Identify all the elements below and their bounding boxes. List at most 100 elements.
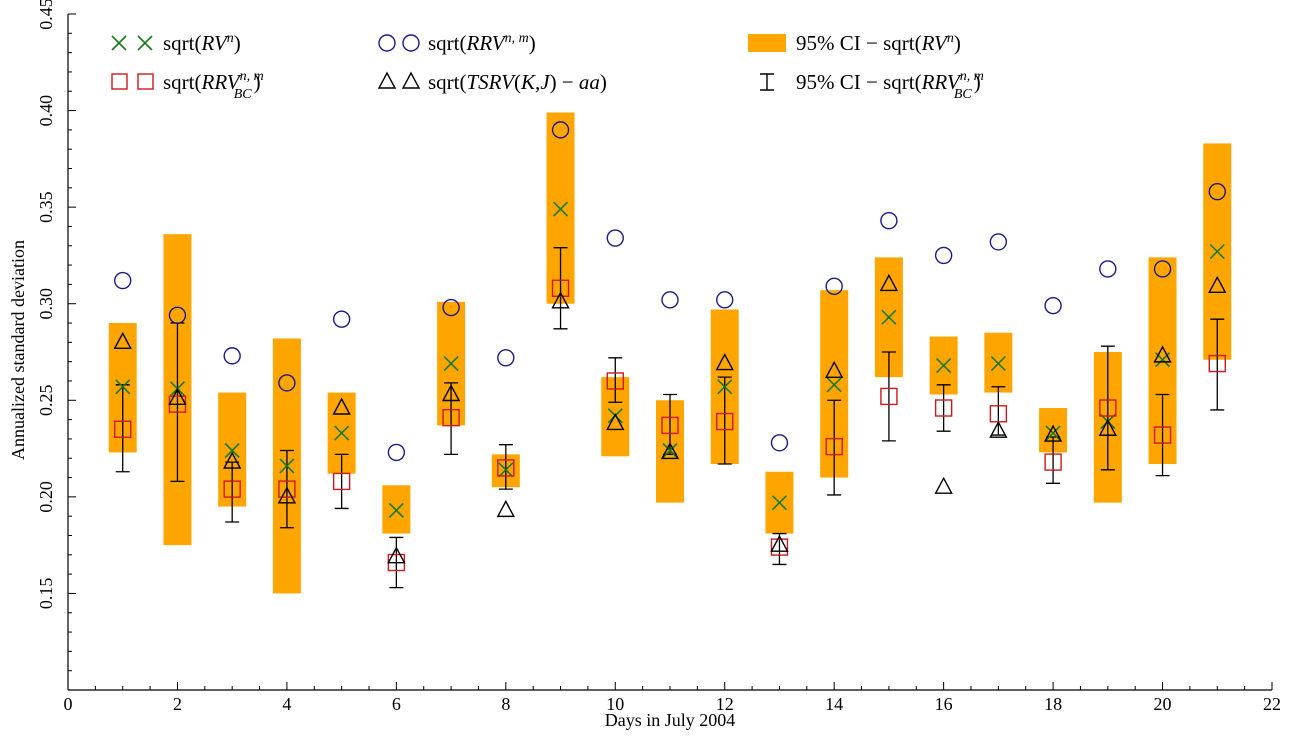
rrv-bc-point (114, 420, 132, 438)
rv-point (990, 356, 1006, 372)
rrv-point (114, 271, 132, 290)
rrv-point (989, 233, 1008, 251)
legend-entry-rv: sqrt(RVn) (111, 31, 241, 55)
legend-errorbar-symbol (760, 73, 774, 91)
tsrv-point (332, 397, 351, 415)
tsrv-point (277, 486, 297, 504)
y-tick-label: 0.30 (36, 288, 56, 320)
x-tick-label: 18 (1044, 694, 1062, 714)
rrv-point (880, 211, 898, 230)
rrv-bc-point (1153, 426, 1172, 444)
y-tick-label: 0.45 (36, 0, 56, 30)
x-tick-label: 20 (1154, 694, 1172, 714)
legend-x-marker-1 (111, 35, 127, 51)
ci-rrv-bc-errorbar (115, 384, 130, 473)
tsrv-point (989, 420, 1008, 438)
rv-point (279, 458, 295, 474)
rrv-point (770, 434, 789, 452)
rrv-bc-point (716, 412, 734, 431)
rrv-point (497, 349, 515, 367)
rv-point (662, 442, 678, 459)
legend-label-rrv-bc: sqrt(RRVn, m BC) (163, 69, 264, 102)
ci-rrv-bc-errorbar (553, 247, 568, 330)
legend-square-marker-2 (137, 73, 154, 90)
ci-rrv-bc-errorbar (827, 399, 842, 496)
legend-square-marker-1 (111, 73, 128, 90)
rrv-bc-point (223, 480, 241, 498)
x-tick-label: 2 (173, 694, 182, 714)
ci-rrv-bc-errorbar (881, 351, 896, 442)
axis-ticks: 0 2 4 6 8 10 12 14 16 18 20 22 0.15 0.20 0.25 0.30 0.35 0… (36, 0, 1281, 714)
rrv-bc-point (825, 437, 843, 456)
rrv-point (1044, 296, 1062, 315)
ci-rrv-bc-errorbar (334, 453, 349, 510)
legend-label-ci-rv: 95% CI − sqrt(RVn) (796, 31, 961, 55)
rv-point (388, 502, 404, 518)
rrv-bc-point (551, 279, 570, 297)
tsrv-point (934, 476, 953, 494)
tsrv-point (770, 534, 789, 552)
legend-entry-ci-rv: 95% CI − sqrt(RVn) (748, 31, 961, 55)
ci-rrv-bc-errorbars (115, 247, 1225, 589)
rrv-bc-point (1044, 453, 1062, 471)
legend-label-rrv: sqrt(RRVn, m) (428, 31, 536, 55)
rrv-point (278, 374, 296, 392)
x-tick-label: 4 (282, 694, 291, 714)
y-tick-label: 0.25 (36, 385, 56, 417)
x-tick-label: 0 (64, 694, 73, 714)
ci-rrv-bc-errorbar (498, 444, 513, 490)
rv-point (826, 377, 842, 393)
y-tick-label: 0.20 (36, 481, 56, 513)
legend-triangle-marker-1 (377, 71, 397, 89)
ci-rrv-bc-errorbar (1155, 393, 1170, 477)
y-tick-label: 0.40 (36, 95, 56, 127)
rrv-bc-point (1099, 399, 1117, 417)
legend-x-marker-2 (137, 35, 153, 51)
rrv-bc-point (1208, 354, 1226, 373)
x-axis-title: Days in July 2004 (605, 710, 736, 730)
rrv-point (332, 310, 351, 328)
tsrv-point (113, 331, 132, 350)
tsrv-point (496, 499, 515, 518)
rv-point (936, 357, 952, 374)
rrv-bc-point (497, 459, 515, 477)
rv-point (771, 495, 788, 511)
x-tick-label: 12 (716, 694, 734, 714)
legend: sqrt(RVn) sqrt(RRVn, m) 95% CI − sqrt(RV… (111, 31, 984, 102)
legend-entry-rrv: sqrt(RRVn, m) (378, 31, 536, 55)
tsrv-point (223, 451, 242, 469)
legend-entry-ci-rrv-bc: 95% CI − sqrt(RRVn, m BC) (760, 69, 984, 102)
rrv-bc-point (770, 538, 789, 556)
ci-rrv-bc-errorbar (1100, 345, 1115, 471)
rrv-point (716, 291, 734, 309)
tsrv-point (825, 360, 844, 379)
rrv-point (661, 291, 679, 309)
legend-label-rv: sqrt(RVn) (163, 31, 241, 55)
tsrv-point (606, 412, 625, 431)
ci-rrv-bc-errorbar (444, 382, 459, 456)
tsrv-point (1208, 275, 1227, 294)
rrv-bc-point (278, 480, 296, 498)
legend-label-tsrv: sqrt(TSRV(K,J) − aa) (428, 70, 607, 94)
rrv-bc-point (442, 408, 460, 427)
data-markers (113, 121, 1227, 572)
rrv-bc-point (332, 472, 351, 491)
rrv-point (223, 347, 241, 365)
tsrv-point (387, 546, 406, 564)
ci-rrv-bc-errorbar (1210, 318, 1225, 411)
rrv-point (1099, 260, 1117, 278)
y-tick-label: 0.15 (36, 578, 56, 610)
rrv-point (168, 306, 187, 325)
rv-point (1045, 425, 1061, 441)
rrv-point (551, 121, 570, 139)
rv-point (552, 201, 569, 217)
ci-rv-bars (108, 112, 1232, 594)
rv-point (115, 379, 131, 395)
rrv-bc-point (661, 416, 679, 435)
x-tick-label: 22 (1263, 694, 1281, 714)
tsrv-point (1153, 345, 1172, 363)
rrv-point (825, 277, 843, 296)
rv-point (334, 425, 350, 441)
rrv-bc-point (606, 372, 624, 390)
tsrv-point (168, 387, 187, 406)
